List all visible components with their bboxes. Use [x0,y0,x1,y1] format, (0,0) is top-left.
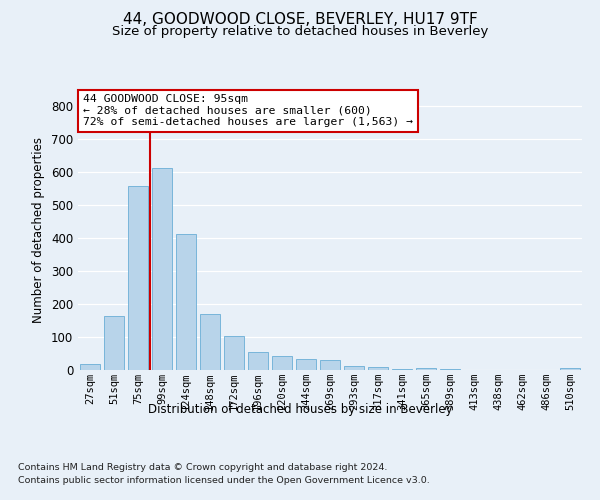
Bar [296,359,316,370]
Y-axis label: Number of detached properties: Number of detached properties [32,137,46,323]
Text: 44 GOODWOOD CLOSE: 95sqm
← 28% of detached houses are smaller (600)
72% of semi-: 44 GOODWOOD CLOSE: 95sqm ← 28% of detach… [83,94,413,128]
Bar [560,368,580,370]
Text: Contains HM Land Registry data © Crown copyright and database right 2024.: Contains HM Land Registry data © Crown c… [18,462,388,471]
Text: 44, GOODWOOD CLOSE, BEVERLEY, HU17 9TF: 44, GOODWOOD CLOSE, BEVERLEY, HU17 9TF [122,12,478,28]
Bar [128,186,148,370]
Bar [152,168,172,370]
Bar [320,360,340,370]
Bar [248,352,268,370]
Text: Contains public sector information licensed under the Open Government Licence v3: Contains public sector information licen… [18,476,430,485]
Text: Size of property relative to detached houses in Beverley: Size of property relative to detached ho… [112,25,488,38]
Bar [344,366,364,370]
Bar [200,314,220,370]
Bar [176,234,196,370]
Bar [272,356,292,370]
Bar [224,336,244,370]
Text: Distribution of detached houses by size in Beverley: Distribution of detached houses by size … [148,402,452,415]
Bar [368,368,388,370]
Bar [416,368,436,370]
Bar [104,316,124,370]
Bar [392,369,412,370]
Bar [80,364,100,370]
